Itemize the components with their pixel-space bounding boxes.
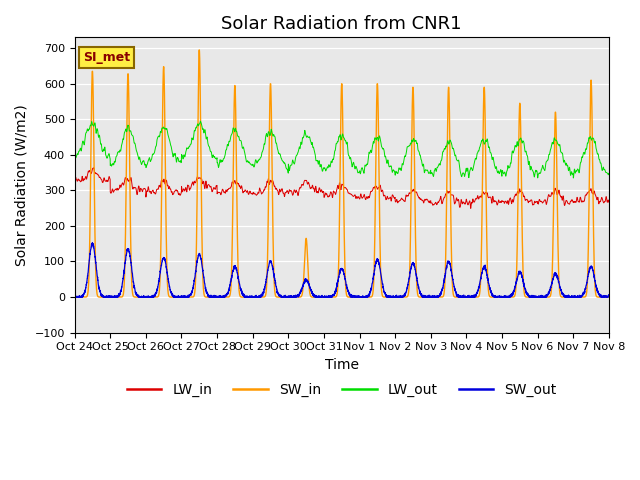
LW_in <box>605 199 612 205</box>
Text: SI_met: SI_met <box>83 51 130 64</box>
LW_in <box>432 200 440 205</box>
SW_out <box>432 294 440 300</box>
SW_in <box>604 294 612 300</box>
LW_in <box>90 165 97 170</box>
LW_out <box>196 118 204 124</box>
SW_in <box>285 294 292 300</box>
X-axis label: Time: Time <box>324 358 359 372</box>
LW_in <box>71 177 79 182</box>
SW_in <box>605 294 612 300</box>
LW_out <box>605 170 612 176</box>
SW_in <box>492 294 500 300</box>
Y-axis label: Solar Radiation (W/m2): Solar Radiation (W/m2) <box>15 104 29 266</box>
SW_out <box>604 294 612 300</box>
LW_in <box>467 205 474 211</box>
LW_in <box>461 201 469 206</box>
Title: Solar Radiation from CNR1: Solar Radiation from CNR1 <box>221 15 462 33</box>
LW_out <box>322 168 330 174</box>
LW_out <box>492 166 499 171</box>
SW_out <box>322 294 330 300</box>
LW_out <box>570 175 577 181</box>
SW_out <box>492 294 499 300</box>
Legend: LW_in, SW_in, LW_out, SW_out: LW_in, SW_in, LW_out, SW_out <box>121 377 563 403</box>
LW_out <box>167 143 175 148</box>
LW_out <box>432 167 440 173</box>
SW_out <box>88 240 96 246</box>
Line: LW_out: LW_out <box>75 121 609 178</box>
SW_in <box>461 294 469 300</box>
SW_out <box>71 294 79 300</box>
Line: SW_in: SW_in <box>75 50 609 297</box>
SW_out <box>605 293 612 299</box>
LW_out <box>461 169 469 175</box>
SW_in <box>322 294 330 300</box>
LW_in <box>604 197 612 203</box>
LW_in <box>492 198 500 204</box>
SW_out <box>461 294 469 300</box>
Line: LW_in: LW_in <box>75 168 609 208</box>
SW_in <box>432 294 440 300</box>
SW_in <box>167 294 175 300</box>
LW_in <box>322 190 330 196</box>
SW_in <box>195 47 203 53</box>
LW_out <box>71 157 79 163</box>
SW_in <box>71 294 79 300</box>
Line: SW_out: SW_out <box>75 243 609 297</box>
SW_out <box>167 289 175 295</box>
LW_in <box>167 187 175 192</box>
LW_out <box>604 172 612 178</box>
